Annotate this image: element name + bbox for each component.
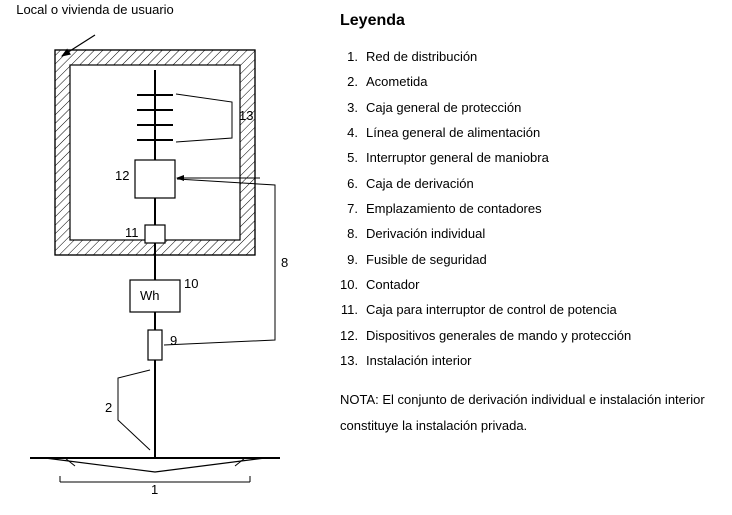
legend-item: 7.Emplazamiento de contadores [340, 196, 722, 221]
legend-note: NOTA: El conjunto de derivación individu… [340, 387, 722, 439]
legend-item: 3.Caja general de protección [340, 95, 722, 120]
callout-10: 10 [184, 276, 198, 291]
legend-panel: Leyenda 1.Red de distribución 2.Acometid… [330, 0, 732, 515]
electrical-diagram: Local o vivienda de usuario [0, 0, 330, 515]
legend-item: 1.Red de distribución [340, 44, 722, 69]
legend-item: 8.Derivación individual [340, 221, 722, 246]
callout-8: 8 [281, 255, 288, 270]
callout-12: 12 [115, 168, 129, 183]
legend-list: 1.Red de distribución 2.Acometida 3.Caja… [340, 44, 722, 373]
callout-11: 11 [125, 225, 139, 240]
legend-item: 2.Acometida [340, 69, 722, 94]
legend-item: 11.Caja para interruptor de control de p… [340, 297, 722, 322]
legend-title: Leyenda [340, 12, 722, 30]
legend-item: 10.Contador [340, 272, 722, 297]
callout-9: 9 [170, 333, 177, 348]
legend-item: 9.Fusible de seguridad [340, 247, 722, 272]
callout-2: 2 [105, 400, 112, 415]
legend-item: 13.Instalación interior [340, 348, 722, 373]
callout-1: 1 [151, 482, 158, 497]
callout-13: 13 [239, 108, 253, 123]
legend-item: 4.Línea general de alimentación [340, 120, 722, 145]
legend-item: 5.Interruptor general de maniobra [340, 145, 722, 170]
legend-item: 12.Dispositivos generales de mando y pro… [340, 323, 722, 348]
wh-text: Wh [140, 288, 160, 303]
legend-item: 6.Caja de derivación [340, 171, 722, 196]
